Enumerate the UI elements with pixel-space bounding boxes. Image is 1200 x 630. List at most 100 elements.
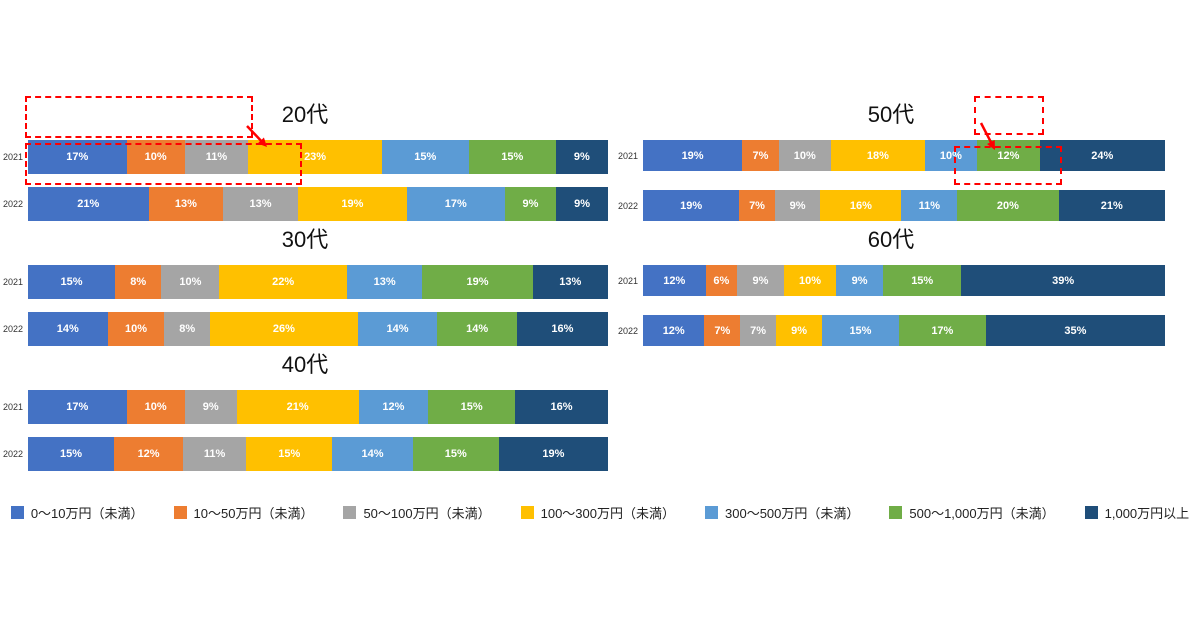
bar-segment: 9%: [556, 187, 608, 221]
bar-segment: 17%: [28, 390, 127, 424]
stacked-bar: 17% 10% 11% 23% 15% 15% 9%: [28, 140, 608, 174]
bar-segment: 19%: [643, 190, 740, 221]
bar-segment: 15%: [468, 140, 556, 174]
stacked-bar: 14% 10% 8% 26% 14% 14% 16%: [28, 312, 608, 346]
legend-swatch-icon: [173, 506, 187, 519]
bar-segment: 9%: [776, 315, 823, 346]
bar-segment: 17%: [898, 315, 986, 346]
chart-rows: 2021 15% 8% 10% 22% 13% 19% 13% 2022 14% 10% 8% 26% 1…: [2, 265, 608, 346]
bar-segment: 11%: [901, 190, 958, 221]
bar-segment: 13%: [532, 265, 608, 299]
chart-50s: 50代 2021 19% 7% 10% 18% 10% 12% 24% 2022 19% 7% 9% 1…: [617, 96, 1165, 240]
bar-segment: 9%: [184, 390, 237, 424]
legend-swatch-icon: [889, 506, 903, 519]
stacked-bar: 15% 12% 11% 15% 14% 15% 19%: [28, 437, 608, 471]
bar-segment: 19%: [498, 437, 608, 471]
year-label: 2022: [2, 199, 23, 209]
bar-segment: 10%: [778, 140, 831, 171]
chart-60s: 60代 2021 12% 6% 9% 10% 9% 15% 39% 2022 12% 7% 7% 9% 1…: [617, 225, 1165, 365]
bar-segment: 7%: [740, 315, 777, 346]
bar-segment: 14%: [28, 312, 108, 346]
bar-segment: 24%: [1039, 140, 1165, 171]
bar-segment: 9%: [736, 265, 784, 296]
legend-item: 10〜50万円（未満）: [173, 503, 313, 522]
legend-swatch-icon: [705, 506, 718, 519]
chart-title: 50代: [867, 102, 915, 127]
bar-segment: 7%: [704, 315, 741, 346]
stacked-bar: 19% 7% 10% 18% 10% 12% 24%: [643, 140, 1165, 171]
bar-segment: 7%: [742, 140, 779, 171]
bar-segment: 9%: [504, 187, 557, 221]
legend-item: 300〜500万円（未満）: [705, 503, 859, 522]
legend-swatch-icon: [520, 506, 534, 519]
bar-segment: 15%: [883, 265, 962, 296]
bar-segment: 35%: [985, 315, 1165, 346]
year-label: 2021: [617, 275, 638, 286]
bar-segment: 12%: [114, 437, 184, 471]
bar-segment: 7%: [739, 190, 775, 221]
year-label: 2021: [2, 402, 23, 412]
bar-segment: 13%: [148, 187, 224, 221]
bar-segment: 14%: [357, 312, 438, 346]
year-label: 2022: [617, 200, 638, 211]
bar-segment: 19%: [643, 140, 743, 171]
bar-row: 2022 21% 13% 13% 19% 17% 9% 9%: [2, 187, 608, 221]
legend-label: 300〜500万円（未満）: [725, 506, 860, 521]
bar-segment: 10%: [161, 265, 220, 299]
bar-segment: 18%: [830, 140, 925, 171]
bar-segment: 10%: [126, 390, 185, 424]
year-label: 2021: [617, 150, 638, 161]
stacked-bar: 12% 6% 9% 10% 9% 15% 39%: [643, 265, 1165, 296]
chart-40s: 40代 2021 17% 10% 9% 21% 12% 15% 16% 2022 15% 12% 11…: [2, 350, 608, 484]
bar-segment: 13%: [223, 187, 298, 221]
legend-label: 50〜100万円（未満）: [363, 506, 491, 521]
bar-segment: 17%: [406, 187, 505, 221]
bar-segment: 21%: [236, 390, 359, 424]
bar-row: 2021 17% 10% 11% 23% 15% 15% 9%: [2, 140, 608, 174]
legend-label: 1,000万円以上: [1104, 506, 1190, 521]
legend-label: 100〜300万円（未満）: [540, 506, 675, 521]
bar-segment: 14%: [332, 437, 413, 471]
legend-item: 50〜100万円（未満）: [343, 503, 491, 522]
chart-title: 40代: [281, 352, 329, 377]
bar-segment: 12%: [977, 140, 1040, 171]
bar-segment: 12%: [643, 315, 705, 346]
bar-segment: 15%: [822, 315, 899, 346]
bar-segment: 9%: [836, 265, 884, 296]
legend-label: 0〜10万円（未満）: [30, 506, 144, 521]
legend: 0〜10万円（未満） 10〜50万円（未満） 50〜100万円（未満） 100〜300…: [0, 503, 1200, 522]
bar-segment: 22%: [219, 265, 347, 299]
bar-row: 2021 12% 6% 9% 10% 9% 15% 39%: [617, 265, 1165, 296]
bar-row: 2022 15% 12% 11% 15% 14% 15% 19%: [2, 437, 608, 471]
chart-rows: 2021 12% 6% 9% 10% 9% 15% 39% 2022 12% 7% 7% 9% 15% 17…: [617, 265, 1165, 346]
bar-segment: 10%: [924, 140, 978, 171]
chart-rows: 2021 17% 10% 9% 21% 12% 15% 16% 2022 15% 12% 11% 15%…: [2, 390, 608, 471]
bar-segment: 10%: [783, 265, 837, 296]
legend-swatch-icon: [1084, 506, 1098, 519]
bar-segment: 17%: [28, 140, 127, 174]
legend-label: 500〜1,000万円（未満）: [909, 506, 1055, 521]
bar-row: 2021 19% 7% 10% 18% 10% 12% 24%: [617, 140, 1165, 171]
bar-segment: 9%: [774, 190, 821, 221]
bar-row: 2022 12% 7% 7% 9% 15% 17% 35%: [617, 315, 1165, 346]
legend-item: 0〜10万円（未満）: [10, 503, 144, 522]
legend-item: 100〜300万円（未満）: [520, 503, 675, 522]
chart-title: 30代: [281, 227, 329, 252]
bar-segment: 6%: [705, 265, 737, 296]
stacked-bar: 19% 7% 9% 16% 11% 20% 21%: [643, 190, 1165, 221]
bar-segment: 16%: [820, 190, 902, 221]
legend-swatch-icon: [10, 506, 24, 519]
bar-segment: 15%: [428, 390, 516, 424]
year-label: 2022: [2, 449, 23, 459]
chart-20s: 20代 2021 17% 10% 11% 23% 15% 15% 9% 2022 21% 13% 13…: [2, 96, 608, 234]
stacked-bar: 21% 13% 13% 19% 17% 9% 9%: [28, 187, 608, 221]
bar-segment: 21%: [28, 187, 149, 221]
bar-segment: 12%: [643, 265, 706, 296]
bar-segment: 15%: [246, 437, 333, 471]
legend-item: 1,000万円以上: [1084, 503, 1190, 522]
bar-segment: 21%: [1058, 190, 1165, 221]
bar-segment: 14%: [437, 312, 517, 346]
chart-title: 60代: [867, 227, 915, 252]
legend-item: 500〜1,000万円（未満）: [889, 503, 1055, 522]
